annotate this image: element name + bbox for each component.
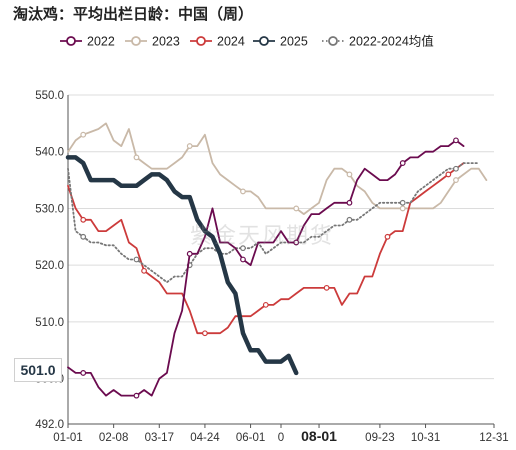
legend-swatch-marker	[66, 36, 76, 46]
series-marker	[346, 216, 353, 223]
series-line	[65, 155, 299, 376]
legend[interactable]: 2022 2023 2024 2025 2022-2024均值	[60, 34, 434, 49]
legend-swatch-marker	[196, 36, 206, 46]
series-marker	[293, 205, 300, 212]
x-tick-label: 06-01	[236, 432, 265, 444]
series-marker	[453, 177, 459, 183]
series-marker	[240, 188, 246, 195]
series-marker	[453, 165, 459, 172]
series-marker	[80, 233, 87, 240]
chart-title: 淘汰鸡：平均出栏日龄：中国（周）	[13, 5, 254, 23]
legend-label: 2022-2024均值	[349, 34, 434, 49]
series-marker	[133, 392, 140, 399]
legend-label: 2024	[217, 35, 245, 49]
y-tick-label: 520.0	[35, 260, 64, 272]
x-tick-label: 01-01	[53, 432, 82, 444]
y-tick-label: 540.0	[35, 147, 64, 159]
series-marker	[323, 284, 330, 291]
y-tick-label: 530.0	[35, 203, 64, 215]
series-marker	[133, 154, 140, 161]
series-marker	[346, 199, 353, 206]
series-marker	[399, 205, 406, 212]
axes: 492.0500.0510.0520.0530.0540.0550.001-01…	[35, 90, 508, 444]
series-marker	[399, 160, 406, 166]
y-tick-label: 550.0	[35, 90, 64, 102]
series-lines	[65, 122, 488, 399]
series-marker	[346, 171, 353, 178]
series-marker	[445, 171, 452, 178]
series-marker	[453, 137, 459, 144]
x-tick-label: 0	[278, 432, 284, 444]
legend-item[interactable]: 2024	[190, 35, 245, 49]
series-marker	[293, 239, 300, 246]
series-marker	[186, 250, 193, 257]
series-marker	[186, 143, 193, 149]
legend-swatch-marker	[131, 36, 141, 46]
legend-label: 2022	[87, 35, 115, 49]
series-marker	[240, 256, 246, 263]
series-marker	[384, 233, 391, 240]
series-marker	[141, 267, 147, 274]
series-marker	[202, 330, 208, 337]
watermark: 紫金天风期货	[190, 224, 335, 249]
legend-label: 2025	[280, 35, 308, 49]
series-marker	[80, 131, 87, 138]
legend-swatch-marker	[328, 36, 338, 46]
last-value-label: 501.0	[14, 358, 62, 382]
series-marker	[133, 256, 140, 263]
x-tick-label: 12-31	[479, 432, 508, 444]
legend-item[interactable]: 2022-2024均值	[322, 34, 434, 49]
legend-label: 2023	[152, 35, 180, 49]
series-marker	[399, 199, 406, 206]
x-tick-label: 04-24	[190, 432, 220, 444]
series-marker	[262, 301, 269, 308]
legend-item[interactable]: 2025	[253, 35, 308, 49]
series-marker	[80, 216, 87, 223]
series-marker	[240, 245, 246, 252]
legend-item[interactable]: 2023	[125, 35, 180, 49]
series-line	[67, 139, 465, 397]
x-tick-label: 02-08	[99, 432, 128, 444]
legend-swatch-marker	[259, 36, 269, 46]
x-tick-label: 08-01	[301, 428, 337, 444]
x-tick-label: 03-17	[145, 432, 174, 444]
series-marker	[80, 370, 87, 376]
x-tick-label: 09-23	[365, 432, 394, 444]
series-line	[67, 122, 488, 216]
y-tick-label: 492.0	[35, 419, 64, 431]
x-tick-label: 10-31	[411, 432, 440, 444]
legend-item[interactable]: 2022	[60, 35, 115, 49]
y-tick-label: 510.0	[35, 317, 64, 329]
